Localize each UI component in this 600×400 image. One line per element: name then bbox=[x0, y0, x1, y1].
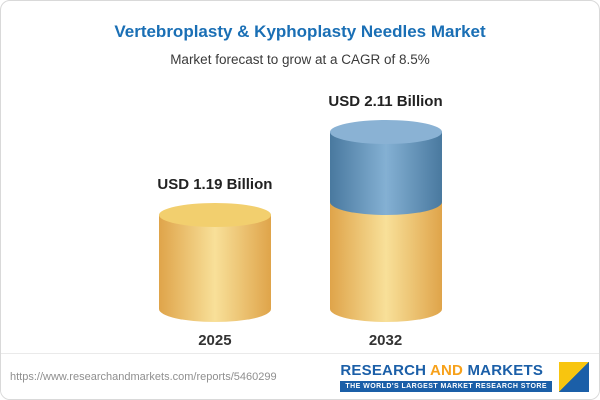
research-and-markets-logo: RESEARCH AND MARKETS THE WORLD'S LARGEST… bbox=[340, 361, 589, 392]
cylinder-blue-segment-2032 bbox=[329, 132, 442, 215]
value-label-2032: USD 2.11 Billion bbox=[328, 93, 443, 110]
cylinder-bar-2025 bbox=[158, 203, 271, 322]
axis-label-2025: 2025 bbox=[198, 332, 232, 349]
bar-group-2032: USD 2.11 Billion 2032 bbox=[328, 93, 442, 349]
bar-group-2025: USD 1.19 Billion 2025 bbox=[157, 176, 272, 349]
cylinder-top-2025 bbox=[158, 203, 271, 227]
page-subtitle: Market forecast to grow at a CAGR of 8.5… bbox=[170, 52, 430, 67]
cylinder-bar-2032 bbox=[329, 120, 442, 322]
value-label-2025: USD 1.19 Billion bbox=[157, 176, 273, 193]
axis-label-2032: 2032 bbox=[368, 332, 403, 349]
logo-text-block: RESEARCH AND MARKETS THE WORLD'S LARGEST… bbox=[340, 362, 552, 392]
logo-tagline: THE WORLD'S LARGEST MARKET RESEARCH STOR… bbox=[340, 380, 552, 392]
logo-word-research: RESEARCH bbox=[340, 361, 427, 379]
cylinder-top-2032 bbox=[329, 120, 442, 144]
logo-word-markets: MARKETS bbox=[467, 361, 544, 379]
cylinder-yellow-segment-2032 bbox=[329, 202, 442, 322]
page-title: Vertebroplasty & Kyphoplasty Needles Mar… bbox=[114, 22, 486, 41]
logo-wordmark: RESEARCH AND MARKETS bbox=[340, 362, 543, 379]
report-url[interactable]: https://www.researchandmarkets.com/repor… bbox=[10, 370, 277, 383]
logo-mark-icon bbox=[559, 361, 589, 392]
cylinder-body-2025 bbox=[158, 215, 271, 322]
bar-chart: USD 1.19 Billion 2025 USD 2.11 Billion 2… bbox=[1, 93, 599, 349]
footer: https://www.researchandmarkets.com/repor… bbox=[1, 353, 599, 399]
logo-word-and: AND bbox=[429, 361, 464, 379]
